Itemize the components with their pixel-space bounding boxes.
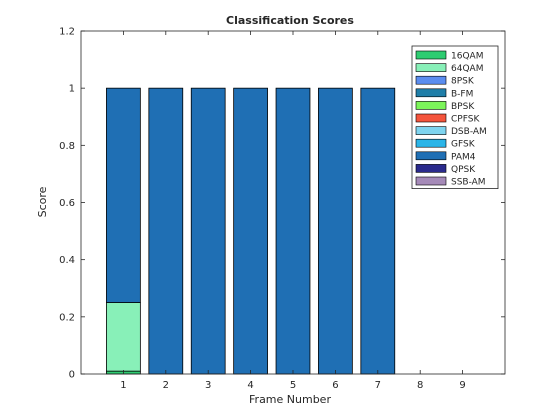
legend-label: CPFSK <box>451 115 480 125</box>
legend-swatch <box>415 63 447 72</box>
bar-segment <box>275 87 311 375</box>
bar-segment <box>360 87 396 375</box>
bar-segment <box>190 87 226 375</box>
legend-label: QPSK <box>451 165 476 175</box>
legend-swatch <box>415 101 447 110</box>
y-tick-label: 1.2 <box>59 27 75 38</box>
x-tick-label: 7 <box>375 380 381 391</box>
y-tick-label: 0.6 <box>59 198 75 209</box>
legend-swatch <box>415 113 447 123</box>
legend-swatch <box>415 88 447 98</box>
bar-segment <box>148 87 184 375</box>
legend-label: 64QAM <box>451 64 483 74</box>
legend-swatch <box>415 176 447 186</box>
x-axis-label: Frame Number <box>249 393 331 406</box>
bar-segment <box>106 302 141 372</box>
bar-segment <box>318 87 353 375</box>
x-tick-label: 5 <box>290 380 296 391</box>
x-tick-label: 2 <box>163 380 169 391</box>
legend-label: 16QAM <box>451 52 483 62</box>
x-axis: 1 2 3 4 5 6 7 8 9 <box>120 31 466 391</box>
x-tick-label: 6 <box>332 380 338 391</box>
x-tick-label: 8 <box>417 380 423 391</box>
legend-label: 8PSK <box>451 77 475 87</box>
legend-label: GFSK <box>451 140 476 150</box>
legend-swatch <box>415 126 447 135</box>
chart-title: Classification Scores <box>226 14 354 27</box>
legend-label: SSB-AM <box>451 178 486 188</box>
y-axis-label: Score <box>36 186 49 217</box>
x-tick-label: 4 <box>247 380 253 391</box>
legend-swatch <box>415 164 447 173</box>
y-tick-label: 0 <box>69 370 75 381</box>
y-tick-label: 0.4 <box>59 255 75 266</box>
x-tick-label: 3 <box>205 380 211 391</box>
y-tick-label: 1 <box>69 84 75 95</box>
x-tick-label: 9 <box>459 380 465 391</box>
legend-label: PAM4 <box>451 152 476 162</box>
bar-segment <box>106 87 141 303</box>
y-axis: 0 0.2 0.4 0.6 0.8 1 1.2 <box>59 27 505 381</box>
x-tick-label: 1 <box>120 380 126 391</box>
y-tick-label: 0.2 <box>59 312 75 323</box>
legend-swatch <box>415 50 447 60</box>
legend-label: B-FM <box>451 89 473 99</box>
bar-segment <box>233 87 268 375</box>
y-tick-label: 0.8 <box>59 141 75 152</box>
legend-label: BPSK <box>451 102 475 112</box>
legend-swatch <box>415 138 447 148</box>
legend-swatch <box>415 75 447 85</box>
legend-swatch <box>415 151 447 161</box>
legend: 16QAM 64QAM 8PSK B-FM BPSK CPFSK DSB-AM GFSK PAM… <box>411 45 499 190</box>
legend-label: DSB-AM <box>451 127 487 137</box>
bars-layer <box>106 87 396 375</box>
